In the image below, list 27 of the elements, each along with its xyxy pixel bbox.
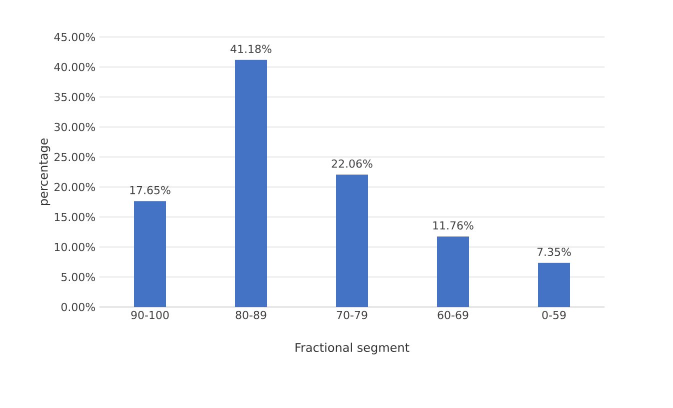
- bar: [538, 262, 570, 307]
- bar: [134, 201, 166, 307]
- y-tick-label: 20.00%: [54, 182, 96, 192]
- x-tick-label: 80-89: [236, 310, 266, 320]
- data-label: 41.18%: [230, 44, 272, 54]
- data-label: 7.35%: [537, 248, 571, 256]
- data-label: 22.06%: [332, 159, 372, 168]
- data-label: 11.76%: [433, 221, 474, 230]
- y-tick-label: 30.00%: [54, 122, 96, 132]
- x-tick-label: 60-69: [438, 310, 468, 320]
- x-tick-label: 90-100: [131, 310, 169, 320]
- bar: [235, 60, 267, 307]
- bar: [437, 236, 470, 307]
- y-tick-label: 0.00%: [61, 302, 96, 312]
- data-label: 17.65%: [130, 186, 170, 194]
- x-tick-label: 70-79: [336, 310, 368, 320]
- x-tick-label: 0-59: [542, 310, 566, 320]
- bar: [336, 174, 368, 307]
- y-tick-label: 35.00%: [54, 92, 96, 102]
- y-tick-label: 45.00%: [54, 32, 96, 42]
- y-axis-title: percentage: [39, 138, 50, 206]
- y-tick-label: 25.00%: [54, 152, 96, 162]
- y-tick-label: 10.00%: [54, 242, 96, 252]
- y-tick-label: 15.00%: [54, 212, 96, 222]
- y-tick-label: 5.00%: [62, 272, 96, 282]
- y-tick-label: 40.00%: [54, 62, 96, 72]
- x-axis-title: Fractional segment: [296, 342, 410, 354]
